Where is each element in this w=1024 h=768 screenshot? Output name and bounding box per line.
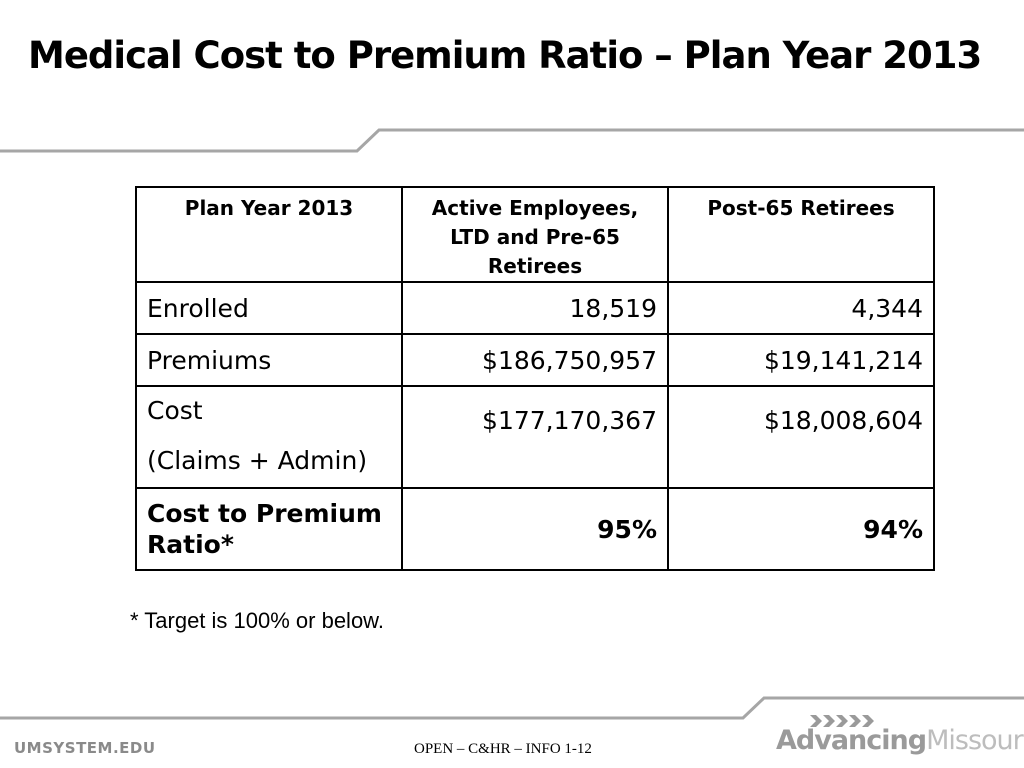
- table-row: Enrolled 18,519 4,344: [135, 281, 935, 335]
- cost-post65: $18,008,604: [667, 385, 935, 489]
- premiums-active: $186,750,957: [401, 333, 669, 387]
- footnote: * Target is 100% or below.: [130, 608, 384, 633]
- table-row: Cost (Claims + Admin) $177,170,367 $18,0…: [135, 385, 935, 489]
- brand-advancing: Advancing: [776, 725, 927, 756]
- header-plan-year: Plan Year 2013: [135, 186, 403, 283]
- cost-premium-table: Plan Year 2013 Active Employees, LTD and…: [135, 186, 935, 571]
- row-label-cost: Cost: [147, 396, 203, 425]
- chevrons-icon: [810, 715, 874, 727]
- footer-info: OPEN – C&HR – INFO 1-12: [414, 741, 592, 757]
- row-label-premiums: Premiums: [135, 333, 403, 387]
- ratio-active: 95%: [401, 487, 669, 571]
- page-title: Medical Cost to Premium Ratio – Plan Yea…: [28, 34, 982, 77]
- enrolled-active: 18,519: [401, 281, 669, 335]
- row-label-cost-cell: Cost (Claims + Admin): [135, 385, 403, 489]
- advancing-missouri-logo: AdvancingMissouri: [776, 713, 1024, 765]
- table-row: Cost to Premium Ratio* 95% 94%: [135, 487, 935, 571]
- cost-active: $177,170,367: [401, 385, 669, 489]
- table-header-row: Plan Year 2013 Active Employees, LTD and…: [135, 186, 935, 283]
- ratio-post65: 94%: [667, 487, 935, 571]
- header-post65-retirees: Post-65 Retirees: [667, 186, 935, 283]
- table-row: Premiums $186,750,957 $19,141,214: [135, 333, 935, 387]
- row-label-enrolled: Enrolled: [135, 281, 403, 335]
- footer-site: UMSYSTEM.EDU: [14, 739, 156, 757]
- enrolled-post65: 4,344: [667, 281, 935, 335]
- premiums-post65: $19,141,214: [667, 333, 935, 387]
- row-label-cost-sub: (Claims + Admin): [147, 446, 368, 475]
- brand-missouri: Missouri: [926, 725, 1024, 756]
- header-active-employees: Active Employees, LTD and Pre-65 Retiree…: [401, 186, 669, 283]
- row-label-ratio: Cost to Premium Ratio*: [135, 487, 403, 571]
